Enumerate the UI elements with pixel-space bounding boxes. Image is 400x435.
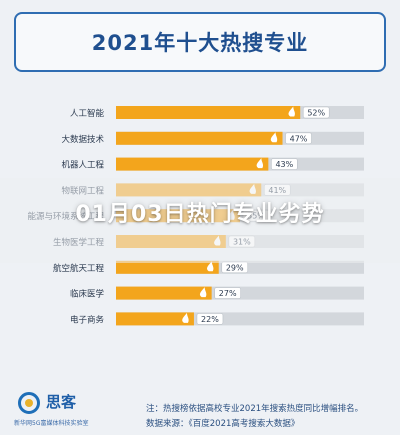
bar xyxy=(116,235,226,248)
bar xyxy=(116,286,212,300)
value-label-box xyxy=(285,132,312,145)
category-label: 航空航天工程 xyxy=(53,263,105,274)
flame-icon xyxy=(207,261,214,272)
footnote: 注：热搜榜依据高校专业2021年搜索热度同比增幅排名。 xyxy=(146,404,364,414)
flame-icon xyxy=(256,158,264,169)
flame-icon xyxy=(199,287,207,298)
bar xyxy=(116,183,262,197)
bar xyxy=(116,131,283,145)
value-label: 43% xyxy=(275,160,293,169)
value-label-box xyxy=(196,313,224,325)
category-label: 电子商务 xyxy=(70,314,105,325)
logo-icon xyxy=(18,392,40,414)
value-label: 27% xyxy=(219,289,237,298)
bar xyxy=(116,312,194,326)
data-source: 数据来源：《百度2021高考搜索大数据》 xyxy=(146,419,300,429)
category-label: 人工智能 xyxy=(70,108,105,119)
value-label-box xyxy=(271,158,298,170)
flame-icon xyxy=(288,106,295,117)
title-box: 2021年十大热搜专业 xyxy=(14,12,386,72)
footer: 思客 新华网5G富媒体科技实验室 注：热搜榜依据高校专业2021年搜索热度同比增… xyxy=(0,388,400,435)
value-label-box xyxy=(302,106,330,119)
bar xyxy=(116,260,219,274)
logo-text: 思客 xyxy=(46,393,77,411)
value-label: 22% xyxy=(201,315,219,324)
bar xyxy=(116,157,269,171)
category-label: 大数据技术 xyxy=(61,134,104,145)
value-label: 41% xyxy=(268,186,286,195)
category-label: 临床医学 xyxy=(70,289,105,300)
chart-title: 2021年十大热搜专业 xyxy=(91,31,309,55)
value-label: 29% xyxy=(226,263,244,272)
flame-icon xyxy=(270,132,278,143)
flame-icon xyxy=(182,312,189,323)
value-label: 52% xyxy=(307,109,325,118)
category-label: 生物医学工程 xyxy=(53,237,105,248)
category-label: 机器人工程 xyxy=(61,160,104,171)
value-label: 31% xyxy=(233,238,251,247)
logo-subtitle: 新华网5G富媒体科技实验室 xyxy=(14,420,89,427)
category-label: 物联网工程 xyxy=(61,185,104,196)
value-label-box xyxy=(214,287,241,299)
overlay-title: 01月03日热门专业劣势 xyxy=(75,202,325,227)
bar xyxy=(116,106,301,119)
value-label: 47% xyxy=(290,134,308,143)
